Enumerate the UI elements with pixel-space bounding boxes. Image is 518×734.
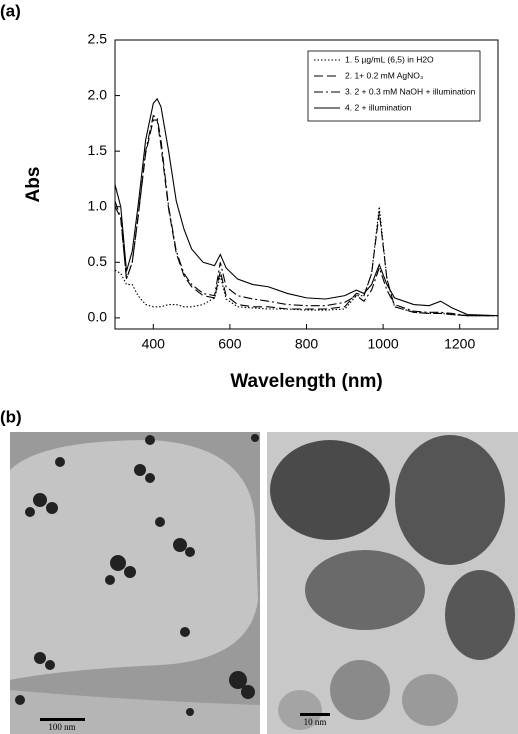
y-tick-label: 0.0 — [88, 309, 108, 325]
series-line — [115, 97, 498, 317]
tem-image-left: 100 nm — [10, 432, 260, 734]
legend-label: 3. 2 + 0.3 mM NaOH + illumination — [345, 86, 476, 96]
legend-label: 1. 5 µg/mL (6,5) in H2O — [345, 54, 434, 64]
series-line — [115, 114, 498, 317]
series-line — [115, 119, 498, 317]
chart: 0.0 0.5 1.0 1.5 2.0 2.5 400 600 800 1000 1200 Wavel… — [23, 31, 499, 392]
x-tick-label: 800 — [295, 336, 319, 352]
y-tick-label: 0.5 — [88, 253, 108, 269]
panel-label: (a) — [0, 1, 21, 20]
y-tick-label: 2.5 — [88, 31, 108, 47]
series-line — [115, 206, 498, 317]
y-tick-label: 2.0 — [88, 86, 108, 102]
y-axis-label: Abs — [23, 167, 44, 203]
x-axis-label: Wavelength (nm) — [230, 371, 382, 392]
scale-bar-label: 10 nm — [304, 717, 327, 727]
legend-box — [307, 50, 481, 122]
x-tick-label: 1000 — [368, 336, 399, 352]
x-tick-label: 400 — [142, 336, 166, 352]
x-tick-label: 1200 — [444, 336, 475, 352]
tem-image-right: 10 nm — [267, 432, 518, 734]
x-tick-label: 600 — [218, 336, 242, 352]
legend-label: 2. 1+ 0.2 mM AgNO₃ — [345, 70, 423, 80]
panel-label: (b) — [0, 407, 22, 426]
y-tick-label: 1.0 — [88, 197, 108, 213]
legend-label: 4. 2 + illumination — [345, 102, 412, 112]
y-tick-label: 1.5 — [88, 142, 108, 158]
scale-bar-label: 100 nm — [48, 722, 75, 732]
